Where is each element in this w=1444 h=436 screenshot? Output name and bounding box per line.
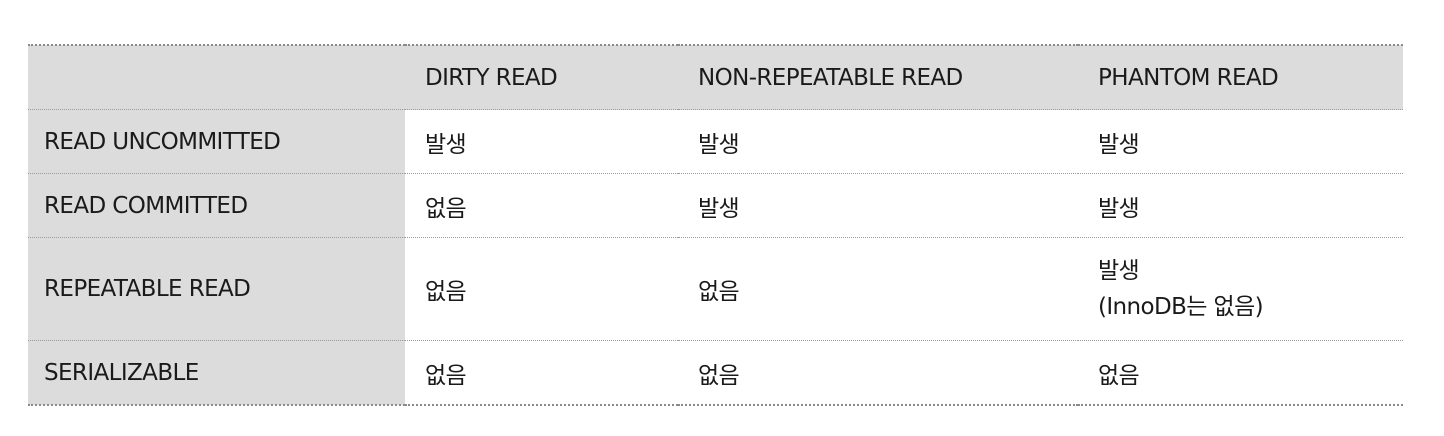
table-row: SERIALIZABLE 없음 없음 없음	[28, 340, 1403, 405]
row-header-isolation-level: READ UNCOMMITTED	[28, 109, 405, 174]
isolation-level-table-container: DIRTY READ NON-REPEATABLE READ PHANTOM R…	[28, 44, 1403, 406]
table-row: READ COMMITTED 없음 발생 발생	[28, 173, 1403, 238]
table-row: REPEATABLE READ 없음 없음 발생 (InnoDB는 없음)	[28, 237, 1403, 341]
cell-non-repeatable-read: 발생	[698, 131, 740, 158]
cell-phantom-read: 발생 (InnoDB는 없음)	[1078, 238, 1403, 341]
header-non-repeatable-read: NON-REPEATABLE READ	[678, 45, 1078, 110]
cell-phantom-read-note: (InnoDB는 없음)	[1098, 294, 1264, 320]
cell-phantom-read-value: 발생	[1098, 258, 1140, 284]
cell-phantom-read: 발생	[1098, 131, 1140, 158]
header-dirty-read: DIRTY READ	[405, 45, 678, 110]
table-row: READ UNCOMMITTED 발생 발생 발생	[28, 109, 1403, 174]
header-phantom-read: PHANTOM READ	[1078, 45, 1403, 110]
cell-dirty-read: 없음	[425, 362, 467, 389]
cell-non-repeatable-read: 없음	[698, 279, 740, 305]
cell-non-repeatable-read: 없음	[698, 362, 740, 389]
cell-phantom-read: 없음	[1098, 362, 1140, 389]
cell-phantom-read: 발생	[1098, 195, 1140, 222]
isolation-level-table: DIRTY READ NON-REPEATABLE READ PHANTOM R…	[28, 44, 1403, 406]
row-header-isolation-level: READ COMMITTED	[28, 173, 405, 238]
row-header-isolation-level: REPEATABLE READ	[28, 237, 405, 341]
cell-dirty-read: 없음	[425, 195, 467, 222]
table-header-row: DIRTY READ NON-REPEATABLE READ PHANTOM R…	[28, 45, 1403, 110]
header-corner-cell	[28, 45, 405, 110]
cell-dirty-read: 없음	[425, 279, 467, 305]
row-header-isolation-level: SERIALIZABLE	[28, 340, 405, 405]
cell-non-repeatable-read: 발생	[698, 195, 740, 222]
cell-dirty-read: 발생	[425, 131, 467, 158]
